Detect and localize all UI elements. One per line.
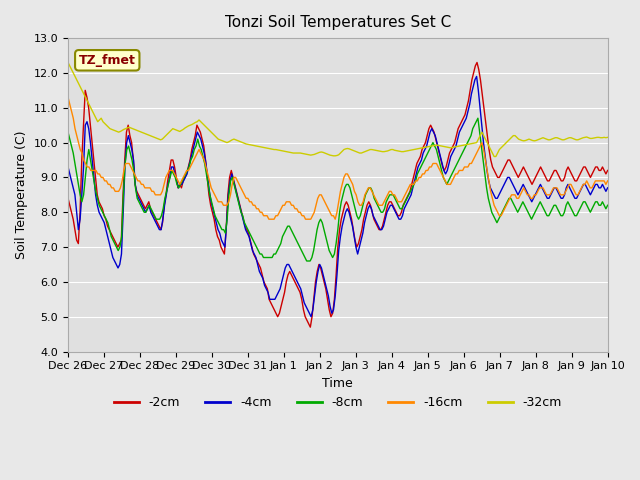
X-axis label: Time: Time: [323, 377, 353, 390]
Legend: -2cm, -4cm, -8cm, -16cm, -32cm: -2cm, -4cm, -8cm, -16cm, -32cm: [109, 391, 567, 414]
Text: TZ_fmet: TZ_fmet: [79, 54, 136, 67]
Y-axis label: Soil Temperature (C): Soil Temperature (C): [15, 131, 28, 259]
Title: Tonzi Soil Temperatures Set C: Tonzi Soil Temperatures Set C: [225, 15, 451, 30]
